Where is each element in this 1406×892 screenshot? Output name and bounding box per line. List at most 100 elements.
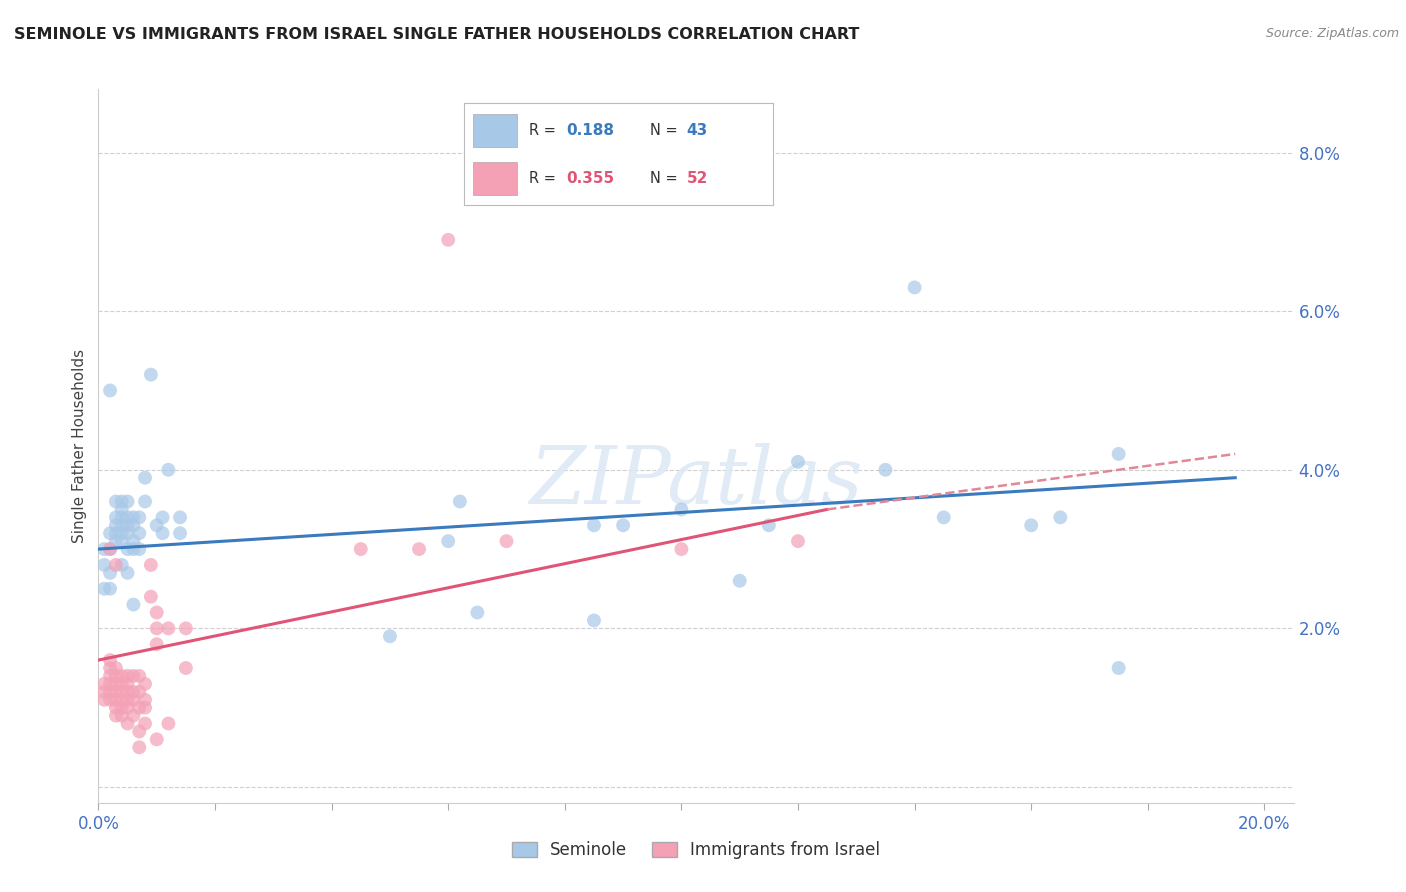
Text: N =: N = [650,171,682,186]
Point [98,542,121,557]
Point [117,677,139,691]
Point [122,534,145,549]
Point [117,566,139,580]
Point [104,494,127,508]
Point [117,542,139,557]
Point [98,582,121,596]
Point [117,669,139,683]
Point [378,629,401,643]
Text: N =: N = [650,123,682,137]
Point [111,692,134,706]
Point [98,692,121,706]
Point [117,716,139,731]
Point [122,542,145,557]
Point [612,518,634,533]
Point [157,621,180,635]
Text: SEMINOLE VS IMMIGRANTS FROM ISRAEL SINGLE FATHER HOUSEHOLDS CORRELATION CHART: SEMINOLE VS IMMIGRANTS FROM ISRAEL SINGL… [14,27,859,42]
Point [139,558,162,572]
Point [111,677,134,691]
Point [174,661,197,675]
Point [1019,518,1042,533]
Point [104,526,127,541]
Point [134,692,156,706]
Point [111,502,134,516]
Point [93,692,115,706]
Point [145,637,167,651]
Point [104,708,127,723]
Point [408,542,430,557]
Point [111,708,134,723]
Point [104,692,127,706]
Point [93,677,115,691]
Point [128,685,150,699]
Point [671,542,693,557]
Text: 43: 43 [686,123,709,137]
Point [93,558,115,572]
Point [93,542,115,557]
Point [157,463,180,477]
Text: 0.355: 0.355 [567,171,614,186]
Point [728,574,751,588]
Point [122,692,145,706]
Point [104,685,127,699]
Point [787,455,810,469]
Point [111,494,134,508]
Point [98,669,121,683]
Point [111,685,134,699]
Point [467,606,489,620]
Point [98,685,121,699]
Point [93,582,115,596]
Point [122,708,145,723]
Text: R =: R = [529,123,561,137]
Point [104,534,127,549]
FancyBboxPatch shape [474,114,516,146]
Point [104,661,127,675]
Point [152,510,174,524]
Point [128,510,150,524]
Point [157,716,180,731]
Point [122,518,145,533]
Point [104,700,127,714]
Point [145,621,167,635]
Point [111,669,134,683]
Point [117,510,139,524]
Point [671,502,693,516]
Text: ZIPatlas: ZIPatlas [529,443,863,520]
Point [104,510,127,524]
Point [128,700,150,714]
Point [98,653,121,667]
Point [582,518,605,533]
Point [128,669,150,683]
Point [98,542,121,557]
Point [350,542,373,557]
Point [117,518,139,533]
Point [122,510,145,524]
Point [104,558,127,572]
Point [117,494,139,508]
Point [117,526,139,541]
Point [98,661,121,675]
Text: 0.188: 0.188 [567,123,614,137]
Point [117,700,139,714]
Point [169,510,191,524]
Point [134,494,156,508]
Point [134,716,156,731]
Text: 52: 52 [686,171,709,186]
Point [449,494,471,508]
Point [128,542,150,557]
Point [98,526,121,541]
Point [1108,661,1130,675]
Point [122,598,145,612]
Point [495,534,517,549]
Point [437,233,460,247]
Point [787,534,810,549]
Point [128,526,150,541]
Point [98,677,121,691]
Legend: Seminole, Immigrants from Israel: Seminole, Immigrants from Israel [505,835,887,866]
Text: R =: R = [529,171,561,186]
Point [111,518,134,533]
Point [104,677,127,691]
Point [758,518,780,533]
Point [145,606,167,620]
Point [93,685,115,699]
